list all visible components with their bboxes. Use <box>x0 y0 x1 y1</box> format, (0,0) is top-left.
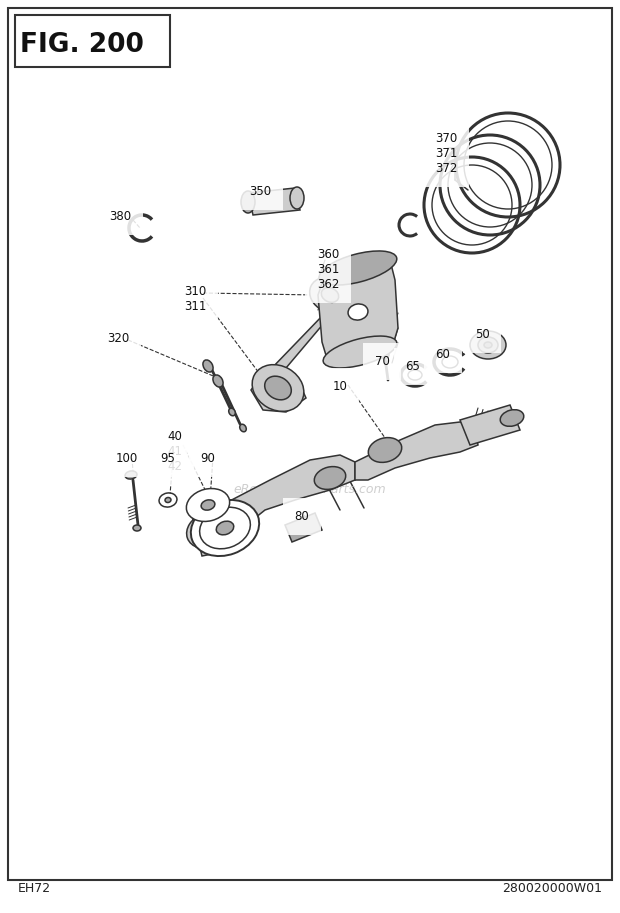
Polygon shape <box>248 188 300 215</box>
Text: 95: 95 <box>161 452 175 465</box>
Text: 60: 60 <box>436 348 451 361</box>
Polygon shape <box>460 405 520 445</box>
Text: 70: 70 <box>374 355 389 368</box>
Ellipse shape <box>187 511 233 549</box>
Ellipse shape <box>240 425 246 432</box>
Text: 90: 90 <box>200 452 215 465</box>
Bar <box>15 15 170 67</box>
Ellipse shape <box>187 488 229 521</box>
Ellipse shape <box>500 410 524 426</box>
Ellipse shape <box>213 375 223 387</box>
Text: 40
41
42: 40 41 42 <box>167 430 182 473</box>
Ellipse shape <box>319 251 397 285</box>
Polygon shape <box>251 370 306 412</box>
Text: 10: 10 <box>332 380 347 393</box>
Text: 350: 350 <box>249 185 271 198</box>
Ellipse shape <box>125 471 137 479</box>
Text: 280020000W01: 280020000W01 <box>502 882 602 895</box>
Text: 320: 320 <box>107 332 129 345</box>
Ellipse shape <box>191 500 259 556</box>
Ellipse shape <box>314 467 346 489</box>
Ellipse shape <box>309 278 350 313</box>
Ellipse shape <box>379 352 389 359</box>
Ellipse shape <box>203 360 213 373</box>
Ellipse shape <box>229 408 235 415</box>
Ellipse shape <box>368 437 402 462</box>
Ellipse shape <box>323 336 397 368</box>
Ellipse shape <box>133 525 141 531</box>
Ellipse shape <box>290 187 304 209</box>
Text: 380: 380 <box>109 210 131 223</box>
Polygon shape <box>192 508 242 556</box>
Ellipse shape <box>478 337 498 353</box>
Ellipse shape <box>348 304 368 320</box>
Polygon shape <box>355 422 478 480</box>
Ellipse shape <box>265 376 291 400</box>
Text: 50: 50 <box>475 328 489 341</box>
Ellipse shape <box>216 521 234 535</box>
Text: 80: 80 <box>294 510 309 523</box>
Text: 360
361
362: 360 361 362 <box>317 248 339 291</box>
Polygon shape <box>270 310 335 370</box>
Ellipse shape <box>321 288 339 302</box>
Polygon shape <box>285 513 322 542</box>
Ellipse shape <box>200 508 250 549</box>
Text: 65: 65 <box>405 360 420 373</box>
Polygon shape <box>318 260 398 362</box>
Ellipse shape <box>197 519 224 540</box>
Ellipse shape <box>470 331 506 359</box>
Text: eReplacementParts.com: eReplacementParts.com <box>234 484 386 497</box>
Text: 100: 100 <box>116 452 138 465</box>
Ellipse shape <box>252 364 304 412</box>
Ellipse shape <box>201 499 215 510</box>
Ellipse shape <box>159 493 177 507</box>
Text: FIG. 200: FIG. 200 <box>20 32 144 58</box>
Ellipse shape <box>484 342 492 348</box>
Text: 310
311: 310 311 <box>184 285 206 313</box>
Ellipse shape <box>165 498 171 502</box>
Polygon shape <box>218 455 355 545</box>
Text: 370
371
372: 370 371 372 <box>435 132 457 175</box>
Ellipse shape <box>241 191 255 213</box>
Text: EH72: EH72 <box>18 882 51 895</box>
